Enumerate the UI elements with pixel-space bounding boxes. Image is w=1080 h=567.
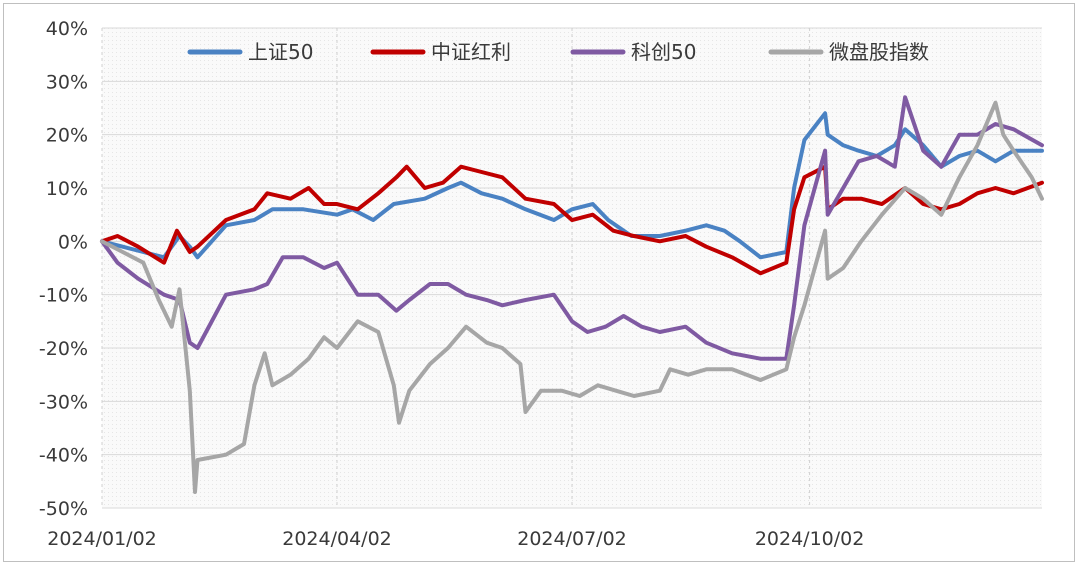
legend-label: 上证50 (248, 40, 313, 64)
gridlines (101, 27, 1042, 509)
legend: 上证50 中证红利 科创50 微盘股指数 (187, 40, 929, 64)
y-tick-label: -30% (39, 391, 88, 413)
y-tick-label: -20% (39, 338, 88, 360)
y-tick-label: -50% (39, 498, 88, 520)
x-tick-label: 2024/10/02 (755, 528, 865, 550)
legend-label: 中证红利 (431, 40, 511, 64)
series-lines (100, 95, 1044, 494)
series-line-2 (100, 164, 1044, 276)
legend-label: 科创50 (631, 40, 696, 64)
axes: 40% 30% 20% 10% 0% -10% -20% -30% -40% -50% 2024/0… (39, 18, 864, 550)
y-tick-label: -10% (39, 285, 88, 307)
y-tick-label: 10% (46, 178, 88, 200)
x-tick-label: 2024/04/02 (282, 528, 392, 550)
legend-label: 微盘股指数 (829, 40, 929, 64)
series-line-4 (100, 100, 1044, 494)
y-tick-label: -40% (39, 445, 88, 467)
y-tick-label: 20% (46, 125, 88, 147)
y-tick-label: 30% (46, 71, 88, 93)
y-tick-label: 0% (58, 231, 88, 253)
x-tick-label: 2024/07/02 (517, 528, 627, 550)
y-tick-label: 40% (46, 18, 88, 40)
series-line-1 (100, 111, 1044, 260)
series-line-3 (100, 95, 1044, 361)
x-tick-label: 2024/01/02 (47, 528, 157, 550)
